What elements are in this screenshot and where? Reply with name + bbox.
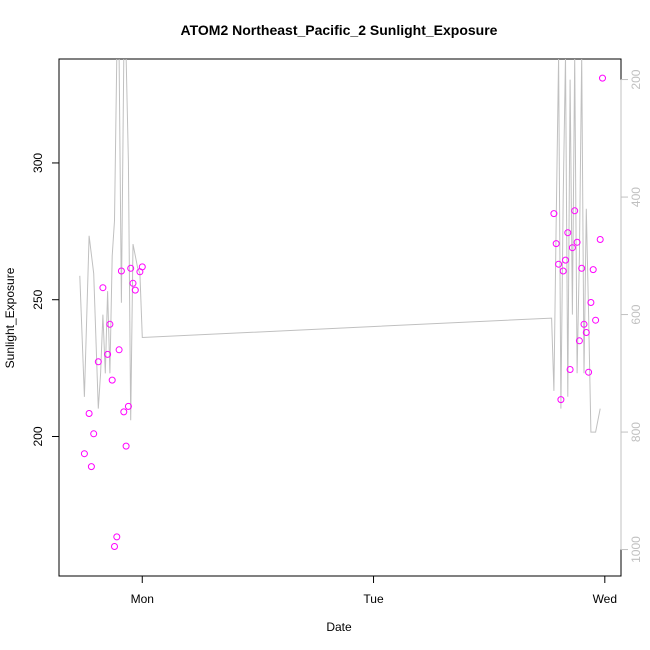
line-series-layer	[79, 59, 601, 433]
data-point	[564, 229, 572, 237]
data-point	[99, 284, 107, 292]
y-left-tick-label: 250	[31, 289, 45, 309]
data-point	[87, 463, 95, 471]
data-point	[131, 286, 139, 294]
data-point	[578, 264, 586, 272]
data-point	[113, 533, 121, 541]
x-tick-label: Tue	[363, 592, 384, 606]
data-point	[562, 256, 569, 264]
data-point	[94, 358, 102, 366]
data-point	[127, 264, 135, 272]
data-point	[108, 376, 116, 384]
data-point	[552, 240, 560, 248]
x-tick-label: Mon	[131, 592, 154, 606]
data-point	[80, 450, 88, 458]
y-left-tick-label: 200	[31, 426, 45, 446]
data-point	[596, 236, 604, 243]
y-right-tick-label: 1000	[629, 536, 643, 563]
data-point	[592, 316, 600, 324]
data-point	[111, 543, 118, 550]
data-point	[122, 442, 130, 450]
data-point	[566, 366, 574, 373]
y-left-tick-label: 300	[31, 153, 45, 173]
data-point	[117, 267, 125, 275]
x-tick-label: Wed	[593, 592, 617, 606]
y-right-tick-label: 600	[629, 304, 643, 324]
y-axis-left: 200 250 300	[31, 153, 60, 447]
point-series-layer	[80, 74, 606, 550]
series-line	[79, 59, 601, 433]
data-point	[571, 207, 579, 215]
data-point	[90, 430, 98, 438]
data-point	[555, 260, 563, 268]
data-point	[585, 368, 593, 376]
x-axis-label: Date	[326, 620, 352, 634]
data-point	[106, 320, 114, 328]
x-axis: Mon Tue Wed	[131, 575, 617, 606]
y-right-tick-label: 400	[629, 187, 643, 207]
data-point	[104, 350, 112, 358]
data-point	[589, 266, 597, 274]
data-point	[573, 238, 581, 246]
data-point	[138, 263, 146, 271]
y-right-tick-label: 200	[629, 69, 643, 89]
data-point	[124, 402, 132, 410]
y-axis-label: Sunlight_Exposure	[3, 267, 17, 368]
data-point	[115, 346, 123, 354]
chart-title: ATOM2 Northeast_Pacific_2 Sunlight_Expos…	[181, 22, 498, 38]
y-right-tick-label: 800	[629, 422, 643, 442]
data-point	[568, 244, 576, 252]
data-point	[582, 329, 590, 336]
data-point	[550, 210, 558, 218]
data-point	[599, 74, 606, 82]
data-point	[559, 267, 567, 275]
data-point	[587, 299, 595, 306]
data-point	[575, 337, 583, 345]
data-point	[85, 410, 93, 417]
data-point	[120, 408, 128, 416]
data-point	[129, 279, 137, 287]
y-axis-right: 200 400 600 800 1000	[620, 69, 643, 563]
plot-area	[58, 58, 622, 577]
data-point	[557, 396, 565, 404]
data-point	[580, 320, 588, 328]
